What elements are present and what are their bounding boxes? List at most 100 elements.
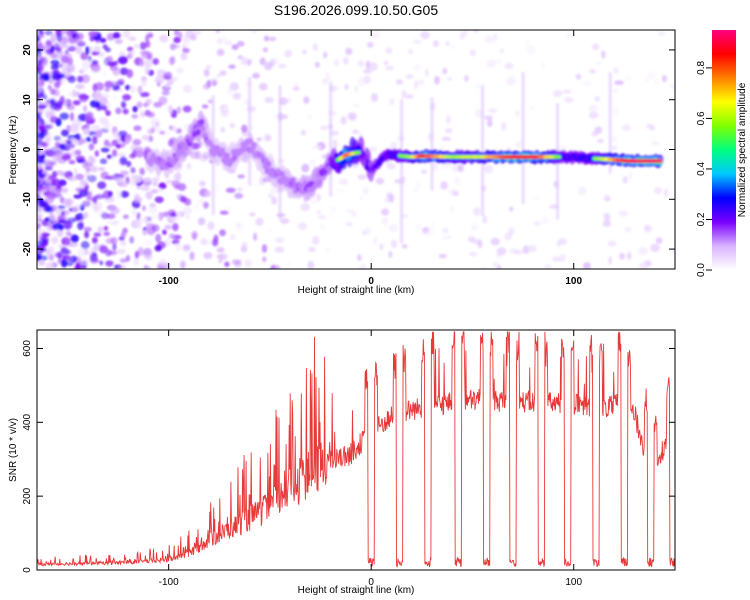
noise-blob bbox=[316, 209, 322, 214]
noise-blob bbox=[42, 170, 48, 175]
noise-blob bbox=[261, 244, 268, 253]
noise-blob bbox=[143, 59, 153, 69]
noise-blob bbox=[59, 112, 70, 120]
noise-blob bbox=[61, 154, 72, 161]
noise-blob bbox=[347, 112, 357, 120]
noise-blob bbox=[591, 130, 599, 137]
y-tick-label: 20 bbox=[22, 44, 33, 56]
noise-blob bbox=[99, 127, 109, 134]
noise-blob bbox=[111, 139, 119, 147]
noise-blob bbox=[217, 253, 228, 261]
noise-blob bbox=[125, 176, 130, 185]
noise-blob bbox=[37, 247, 41, 255]
noise-blob bbox=[515, 141, 522, 149]
noise-blob bbox=[77, 75, 84, 83]
noise-blob bbox=[105, 260, 114, 267]
noise-blob bbox=[69, 242, 79, 248]
noise-blob bbox=[148, 135, 154, 143]
noise-blob bbox=[153, 125, 162, 132]
noise-blob bbox=[132, 138, 142, 146]
striation bbox=[608, 72, 612, 174]
noise-blob bbox=[486, 59, 496, 68]
noise-blob bbox=[44, 108, 53, 113]
noise-blob bbox=[176, 67, 185, 74]
noise-blob bbox=[56, 192, 63, 201]
noise-blob bbox=[643, 264, 649, 269]
noise-blob bbox=[386, 163, 397, 170]
noise-blob bbox=[83, 226, 92, 232]
noise-blob bbox=[509, 71, 516, 81]
noise-blob bbox=[42, 142, 48, 148]
noise-blob bbox=[130, 167, 136, 174]
noise-blob bbox=[111, 174, 117, 180]
noise-blob bbox=[97, 226, 104, 233]
noise-blob bbox=[38, 197, 44, 203]
noise-blob bbox=[185, 30, 194, 38]
noise-blob bbox=[234, 192, 244, 199]
noise-blob bbox=[144, 111, 153, 117]
noise-blob bbox=[361, 230, 367, 236]
noise-blob bbox=[438, 253, 447, 259]
noise-blob bbox=[144, 67, 150, 75]
noise-blob bbox=[161, 85, 172, 91]
noise-blob bbox=[471, 221, 480, 230]
noise-blob bbox=[46, 150, 56, 157]
noise-blob bbox=[119, 190, 130, 198]
noise-blob bbox=[164, 238, 172, 247]
noise-blob bbox=[610, 135, 618, 143]
noise-blob bbox=[107, 250, 118, 256]
noise-blob bbox=[120, 239, 127, 247]
noise-blob bbox=[504, 62, 514, 70]
noise-blob bbox=[231, 259, 242, 265]
noise-blob bbox=[164, 224, 173, 230]
noise-blob bbox=[88, 46, 94, 53]
noise-blob bbox=[268, 36, 277, 42]
noise-blob bbox=[53, 42, 60, 52]
noise-blob bbox=[57, 244, 68, 249]
noise-blob bbox=[84, 230, 90, 239]
snr-series-line bbox=[37, 331, 675, 568]
noise-blob bbox=[75, 173, 85, 181]
noise-blob bbox=[37, 162, 46, 169]
noise-blob bbox=[653, 78, 659, 86]
noise-blob bbox=[180, 52, 188, 61]
spectrogram-layer bbox=[37, 30, 675, 269]
noise-blob bbox=[294, 82, 299, 89]
noise-blob bbox=[324, 247, 330, 253]
noise-blob bbox=[300, 203, 310, 212]
noise-blob bbox=[551, 256, 562, 262]
noise-blob bbox=[57, 78, 62, 86]
noise-blob bbox=[132, 105, 138, 113]
noise-blob bbox=[107, 142, 113, 148]
noise-blob bbox=[112, 66, 121, 76]
noise-blob bbox=[220, 108, 229, 117]
noise-blob bbox=[37, 30, 40, 35]
noise-blob bbox=[368, 62, 378, 71]
ridge-cell bbox=[179, 148, 186, 156]
noise-blob bbox=[354, 85, 359, 93]
noise-blob bbox=[540, 216, 550, 225]
noise-blob bbox=[292, 86, 300, 91]
noise-blob bbox=[365, 227, 371, 235]
noise-blob bbox=[259, 57, 266, 66]
noise-blob bbox=[232, 92, 242, 100]
noise-blob bbox=[66, 64, 75, 73]
noise-blob bbox=[151, 224, 160, 232]
noise-blob bbox=[595, 61, 602, 66]
noise-blob bbox=[309, 158, 316, 167]
noise-blob bbox=[37, 77, 42, 85]
noise-blob bbox=[307, 260, 315, 269]
noise-blob bbox=[80, 65, 88, 73]
noise-blob bbox=[91, 135, 98, 145]
noise-blob bbox=[156, 188, 164, 193]
noise-blob bbox=[280, 217, 290, 224]
noise-blob bbox=[62, 254, 71, 260]
noise-blob bbox=[417, 79, 425, 86]
noise-blob bbox=[388, 194, 395, 203]
noise-blob bbox=[158, 96, 168, 105]
noise-blob bbox=[49, 98, 56, 106]
noise-blob bbox=[263, 35, 270, 42]
noise-blob bbox=[67, 175, 78, 182]
noise-blob bbox=[473, 30, 479, 33]
noise-blob bbox=[57, 205, 66, 210]
